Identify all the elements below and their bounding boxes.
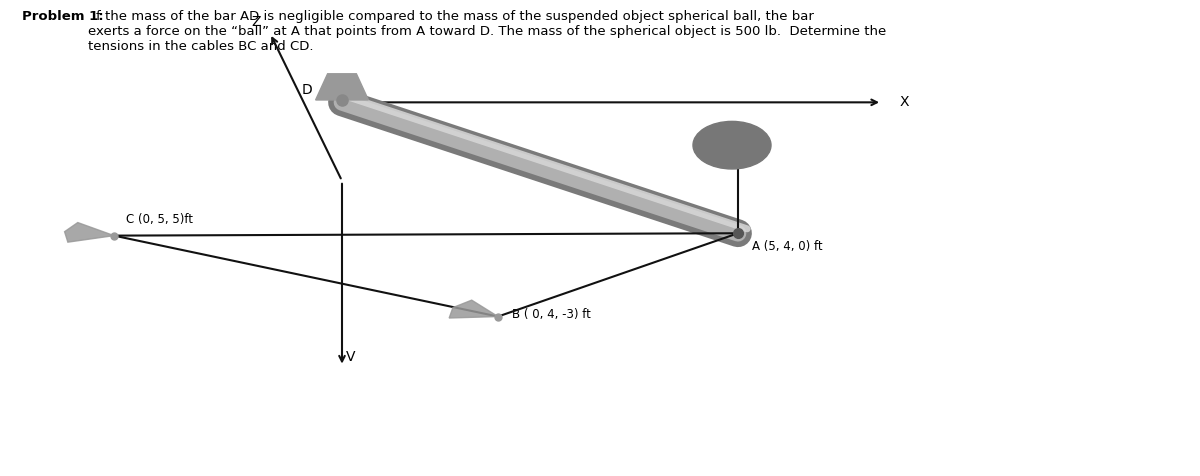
Text: A (5, 4, 0) ft: A (5, 4, 0) ft xyxy=(752,240,823,253)
Text: Problem 1:: Problem 1: xyxy=(22,10,103,22)
Text: If the mass of the bar AD is negligible compared to the mass of the suspended ob: If the mass of the bar AD is negligible … xyxy=(88,10,886,52)
Text: C (0, 5, 5)ft: C (0, 5, 5)ft xyxy=(126,213,193,226)
Polygon shape xyxy=(316,74,368,100)
Ellipse shape xyxy=(694,121,772,169)
Text: X: X xyxy=(900,95,910,109)
Text: B ( 0, 4, -3) ft: B ( 0, 4, -3) ft xyxy=(512,308,592,321)
Text: D: D xyxy=(301,83,312,98)
Text: Z: Z xyxy=(251,15,260,29)
Text: V: V xyxy=(346,350,355,364)
Polygon shape xyxy=(449,300,498,318)
Polygon shape xyxy=(65,223,114,242)
